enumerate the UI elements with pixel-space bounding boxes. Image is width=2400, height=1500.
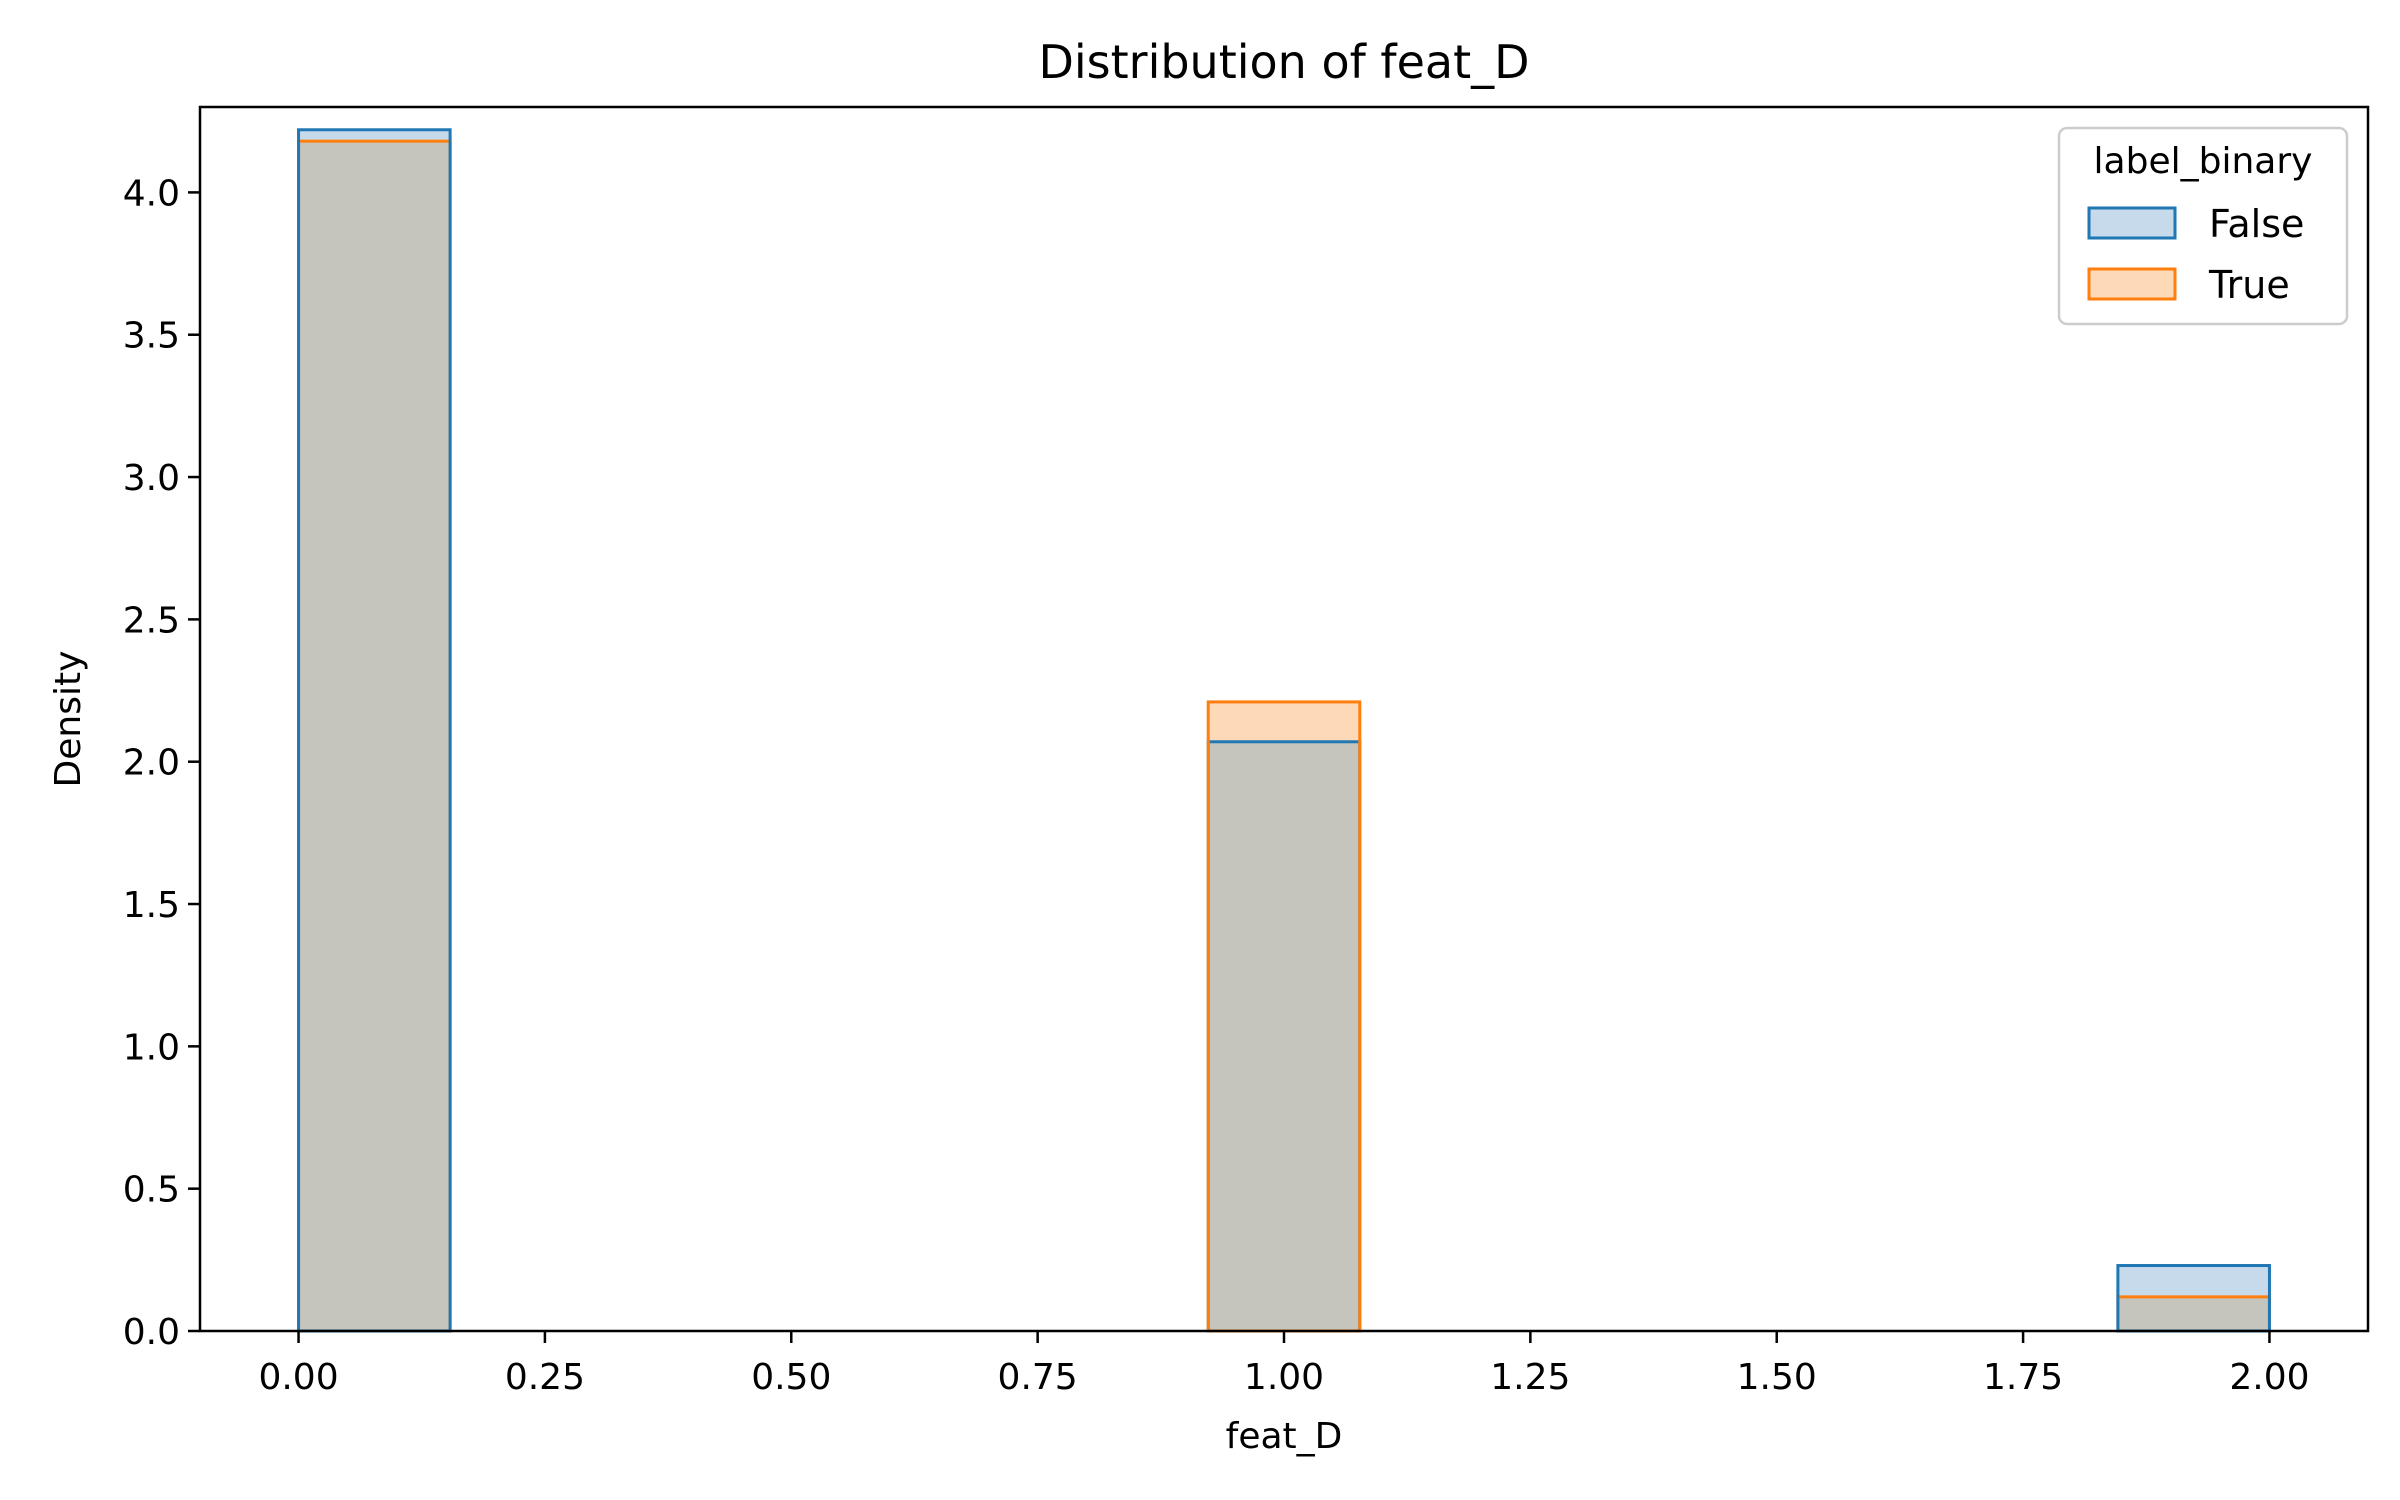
legend-label-false: False	[2209, 202, 2304, 246]
bar-overlap	[1208, 741, 1360, 1331]
y-tick-label: 3.5	[123, 316, 180, 357]
bar-overlap	[2117, 1296, 2270, 1331]
y-tick-label: 1.0	[123, 1027, 180, 1068]
y-tick-label: 3.0	[123, 458, 180, 499]
x-tick-label: 1.75	[1983, 1357, 2063, 1398]
x-tick-label: 2.00	[2229, 1357, 2309, 1398]
bar-excess-true	[1208, 701, 1360, 742]
legend-title: label_binary	[2094, 141, 2313, 182]
y-tick-label: 0.0	[123, 1312, 180, 1353]
bar-overlap	[298, 141, 451, 1331]
y-tick-label: 0.5	[123, 1170, 180, 1211]
x-tick-label: 0.50	[751, 1357, 831, 1398]
bar-excess-false	[298, 129, 451, 142]
plot-frame	[198, 105, 2370, 1333]
bars-layer	[297, 128, 2271, 1333]
y-axis-label: Density	[48, 651, 89, 788]
bar-excess-false	[2117, 1265, 2270, 1297]
y-tick-label: 1.5	[123, 885, 180, 926]
x-tick-label: 0.00	[258, 1357, 338, 1398]
y-tick-label: 2.5	[123, 600, 180, 641]
legend-swatch-false	[2087, 206, 2177, 240]
x-tick-label: 1.25	[1490, 1357, 1570, 1398]
x-axis-ticks: 0.00 0.25 0.50 0.75 1.00 1.25 1.50 1.75 2.00	[258, 1331, 2310, 1398]
x-tick-label: 1.50	[1737, 1357, 1817, 1398]
legend: label_binary False True	[2057, 126, 2349, 326]
x-tick-label: 1.00	[1244, 1357, 1324, 1398]
y-axis-ticks: 0.0 0.5 1.0 1.5 2.0 2.5 3.0 3.5 4.0	[123, 173, 200, 1353]
y-tick-label: 4.0	[123, 173, 180, 214]
x-axis-label: feat_D	[1226, 1416, 1343, 1457]
y-tick-label: 2.0	[123, 743, 180, 784]
x-tick-label: 0.75	[998, 1357, 1078, 1398]
legend-label-true: True	[2208, 263, 2290, 307]
legend-swatch-true	[2087, 267, 2177, 301]
x-tick-label: 0.25	[505, 1357, 585, 1398]
chart-title: Distribution of feat_D	[1038, 35, 1529, 89]
